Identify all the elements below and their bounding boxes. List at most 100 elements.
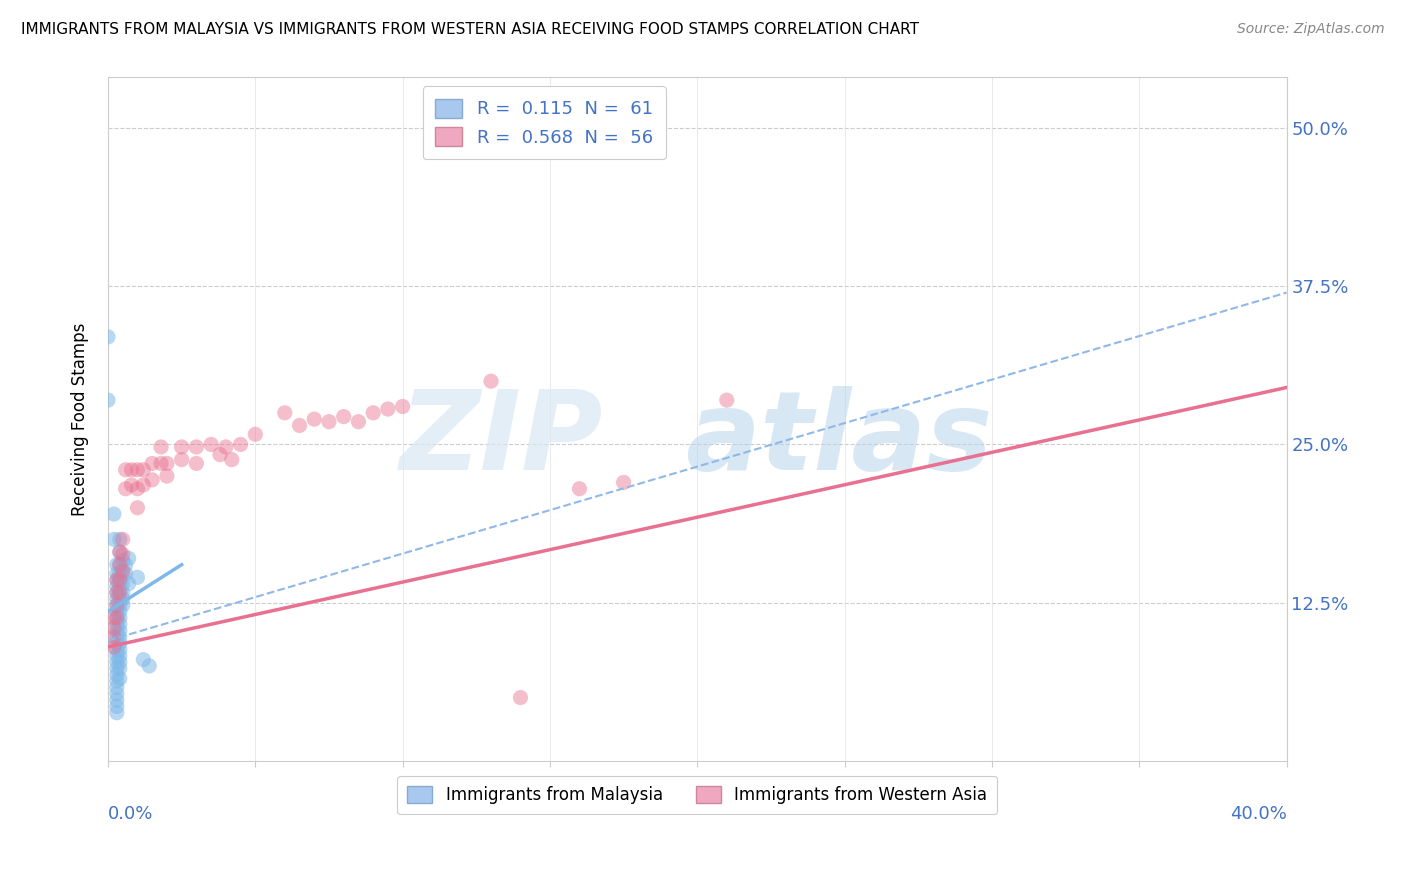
Point (105, 566, 128, 581)
Point (274, 406, 297, 420)
Point (215, 440, 238, 454)
Y-axis label: Receiving Food Stamps: Receiving Food Stamps (72, 322, 89, 516)
Point (111, 548, 134, 562)
Point (108, 585, 131, 599)
Point (229, 437, 252, 451)
Point (509, 690, 531, 705)
Point (111, 564, 134, 578)
Point (103, 611, 125, 625)
Point (103, 533, 125, 547)
Point (108, 636, 131, 650)
Point (105, 598, 128, 612)
Point (105, 636, 128, 650)
Point (108, 672, 131, 686)
Point (114, 566, 136, 581)
Point (105, 624, 128, 638)
Point (108, 591, 131, 606)
Text: atlas: atlas (685, 386, 993, 493)
Text: 0.0%: 0.0% (108, 805, 153, 823)
Point (479, 374, 502, 388)
Point (208, 448, 231, 462)
Text: IMMIGRANTS FROM MALAYSIA VS IMMIGRANTS FROM WESTERN ASIA RECEIVING FOOD STAMPS C: IMMIGRANTS FROM MALAYSIA VS IMMIGRANTS F… (21, 22, 920, 37)
Point (361, 406, 384, 420)
Point (108, 624, 131, 638)
Point (105, 585, 128, 599)
Point (132, 463, 155, 477)
Text: ZIP: ZIP (399, 386, 603, 493)
Point (103, 507, 125, 521)
Point (97, 393, 120, 408)
Point (111, 576, 134, 591)
Point (105, 573, 128, 587)
Point (114, 558, 136, 572)
Point (186, 457, 208, 471)
Point (105, 642, 128, 657)
Point (103, 640, 125, 654)
Point (108, 579, 131, 593)
Point (105, 706, 128, 720)
Point (105, 687, 128, 701)
Point (377, 402, 399, 417)
Point (105, 674, 128, 689)
Point (105, 605, 128, 619)
Point (391, 400, 413, 414)
Point (108, 630, 131, 644)
Point (108, 648, 131, 663)
Point (105, 648, 128, 663)
Point (108, 611, 131, 625)
Point (141, 473, 163, 487)
Point (141, 457, 163, 471)
Point (105, 573, 128, 587)
Point (105, 667, 128, 681)
Point (156, 469, 179, 483)
Point (200, 437, 222, 451)
Point (121, 463, 143, 477)
Point (108, 598, 131, 612)
Point (108, 585, 131, 599)
Point (108, 605, 131, 619)
Point (288, 418, 311, 433)
Point (117, 576, 139, 591)
Point (114, 463, 136, 477)
Point (111, 533, 134, 547)
Point (105, 630, 128, 644)
Point (105, 591, 128, 606)
Point (111, 598, 134, 612)
Point (108, 573, 131, 587)
Legend: Immigrants from Malaysia, Immigrants from Western Asia: Immigrants from Malaysia, Immigrants fro… (398, 776, 997, 814)
Point (108, 573, 131, 587)
Point (245, 427, 267, 442)
Point (108, 642, 131, 657)
Point (105, 661, 128, 675)
Point (121, 478, 143, 492)
Text: Source: ZipAtlas.com: Source: ZipAtlas.com (1237, 22, 1385, 37)
Point (150, 440, 173, 454)
Point (111, 591, 134, 606)
Text: 40.0%: 40.0% (1230, 805, 1286, 823)
Point (613, 475, 636, 490)
Point (347, 415, 370, 429)
Point (105, 579, 128, 593)
Point (105, 699, 128, 714)
Point (97, 330, 120, 344)
Point (108, 545, 131, 559)
Point (111, 585, 134, 599)
Point (108, 661, 131, 675)
Point (332, 409, 354, 424)
Point (156, 457, 179, 471)
Point (568, 482, 591, 496)
Point (105, 681, 128, 695)
Point (186, 440, 208, 454)
Point (150, 457, 173, 471)
Point (105, 598, 128, 612)
Point (103, 621, 125, 635)
Point (304, 412, 326, 426)
Point (170, 452, 193, 467)
Point (111, 566, 134, 581)
Point (108, 566, 131, 581)
Point (127, 482, 149, 496)
Point (111, 554, 134, 568)
Point (127, 500, 149, 515)
Point (221, 452, 243, 467)
Point (105, 693, 128, 707)
